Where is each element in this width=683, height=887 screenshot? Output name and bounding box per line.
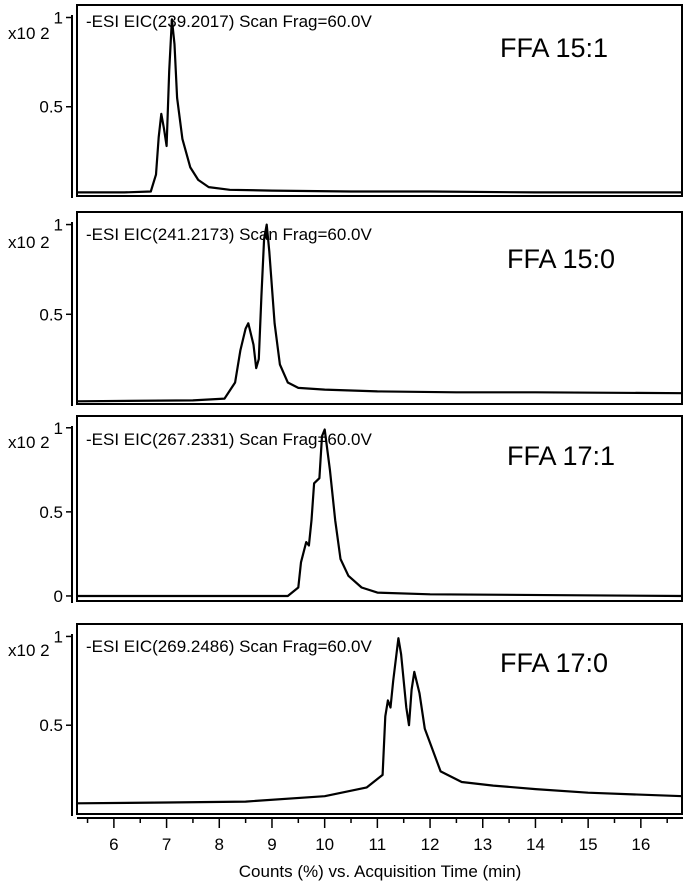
x-tick-label: 8 — [215, 835, 224, 854]
x-axis-label: Counts (%) vs. Acquisition Time (min) — [239, 862, 521, 881]
chromatogram-trace — [77, 428, 683, 598]
panel-ffa-15-1: -ESI EIC(239.2017) Scan Frag=60.0V FFA 1… — [8, 4, 683, 198]
x-axis: 6 7 8 9 10 11 12 13 14 15 16 — [77, 817, 683, 854]
panel-ffa-15-0: -ESI EIC(241.2173) Scan Frag=60.0V FFA 1… — [8, 211, 683, 406]
y-tick-label: 0.5 — [39, 305, 63, 324]
chromatogram-trace — [77, 18, 683, 194]
panel-header: -ESI EIC(267.2331) Scan Frag=60.0V — [86, 430, 373, 449]
y-tick-label: 1 — [54, 8, 63, 27]
y-tick-label: 1 — [54, 627, 63, 646]
y-multiplier: x10 2 — [8, 24, 50, 43]
panel-header: -ESI EIC(241.2173) Scan Frag=60.0V — [86, 225, 373, 244]
x-tick-label: 13 — [473, 835, 492, 854]
y-tick-label: 1 — [54, 419, 63, 438]
y-multiplier: x10 2 — [8, 233, 50, 252]
y-multiplier: x10 2 — [8, 641, 50, 660]
chromatogram-trace — [76, 637, 683, 805]
panel-ffa-17-0: -ESI EIC(269.2486) Scan Frag=60.0V FFA 1… — [8, 623, 683, 816]
y-tick-label: 0.5 — [39, 98, 63, 117]
plot-frame — [76, 4, 683, 197]
x-tick-label: 14 — [526, 835, 545, 854]
x-tick-label: 10 — [315, 835, 334, 854]
chromatogram-trace — [76, 223, 683, 403]
compound-label: FFA 15:0 — [507, 244, 615, 274]
y-tick-label: 0.5 — [39, 716, 63, 735]
y-tick-label: 0.5 — [39, 503, 63, 522]
plot-frame — [76, 623, 683, 815]
y-tick-label: 1 — [54, 216, 63, 235]
panel-header: -ESI EIC(239.2017) Scan Frag=60.0V — [86, 12, 373, 31]
x-tick-label: 12 — [421, 835, 440, 854]
x-tick-label: 7 — [162, 835, 171, 854]
compound-label: FFA 17:1 — [507, 441, 615, 471]
x-tick-label: 11 — [369, 835, 387, 854]
x-tick-label: 6 — [109, 835, 118, 854]
x-tick-label: 16 — [631, 835, 650, 854]
x-tick-label: 15 — [579, 835, 598, 854]
compound-label: FFA 15:1 — [500, 33, 608, 63]
y-multiplier: x10 2 — [8, 433, 50, 452]
plot-frame — [76, 211, 683, 405]
panel-header: -ESI EIC(269.2486) Scan Frag=60.0V — [86, 637, 373, 656]
panel-ffa-17-1: -ESI EIC(267.2331) Scan Frag=60.0V FFA 1… — [8, 415, 683, 606]
plot-frame — [76, 415, 683, 602]
y-tick-label: 0 — [54, 587, 63, 606]
x-tick-label: 9 — [267, 835, 276, 854]
compound-label: FFA 17:0 — [500, 648, 608, 678]
